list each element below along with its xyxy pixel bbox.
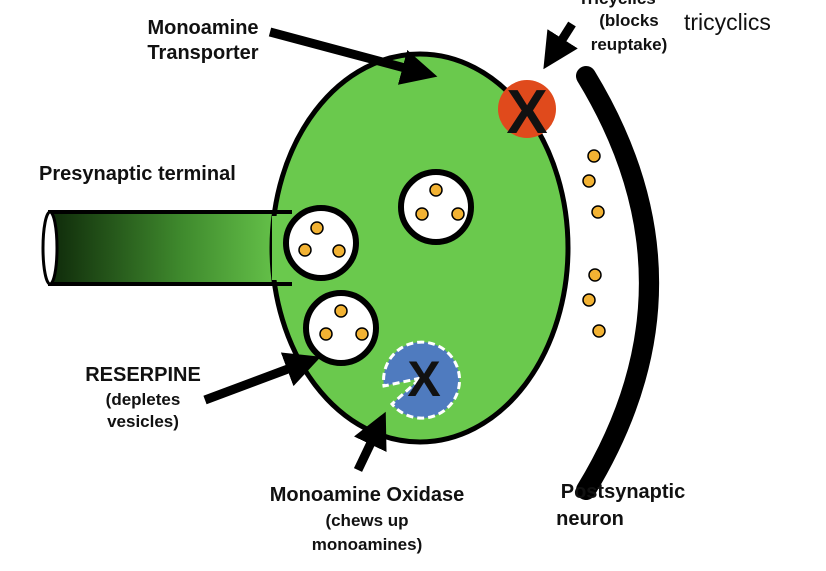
reserpine-arrow	[203, 352, 321, 405]
monoamine-dot	[591, 205, 605, 219]
monoamine-dot	[587, 149, 601, 163]
monoamine-dot	[582, 174, 596, 188]
monoamine-dot	[588, 268, 602, 282]
vesicle	[398, 169, 474, 245]
monoamine-dot	[451, 207, 465, 221]
monoamine-dot	[310, 221, 324, 235]
tricyclics-arrow	[543, 21, 578, 70]
vesicle	[283, 205, 359, 281]
transporter-arrow	[268, 27, 438, 85]
monoamine-dot	[429, 183, 443, 197]
mao-block-x: X	[407, 351, 440, 407]
monoamine-dot	[319, 327, 333, 341]
axon	[41, 210, 292, 286]
tricyclics-label-line3: reuptake)	[591, 35, 668, 54]
vesicle	[303, 290, 379, 366]
monoamine-dot	[415, 207, 429, 221]
mao-label-line1: Monoamine Oxidase	[270, 484, 465, 506]
transporter-label-line2: Transporter	[147, 42, 258, 64]
reserpine-label-line2: (depletes	[106, 390, 181, 409]
monoamine-transporter-block: X	[498, 78, 556, 147]
tricyclics-side-label: tricyclics	[684, 9, 771, 35]
mao-arrow	[353, 411, 387, 472]
presynaptic-label: Presynaptic terminal	[39, 163, 236, 185]
postsynaptic-membrane	[576, 66, 659, 500]
tricyclics-label-line2: (blocks	[599, 11, 659, 30]
transporter-block-x: X	[506, 78, 547, 147]
tricyclics-label-line1: Tricyclics	[578, 0, 656, 8]
postsynaptic-label-line1: Postsynaptic	[561, 481, 685, 503]
mao-label-line3: monoamines)	[312, 535, 423, 554]
transporter-label-line1: Monoamine	[147, 17, 258, 39]
monoamine-dot	[332, 244, 346, 258]
monoamine-dot	[582, 293, 596, 307]
monoamine-dot	[355, 327, 369, 341]
monoamine-dot	[298, 243, 312, 257]
monoamine-dot	[592, 324, 606, 338]
postsynaptic-label-line2: neuron	[556, 508, 624, 530]
reserpine-label-line1: RESERPINE	[85, 364, 201, 386]
monoamine-dot	[334, 304, 348, 318]
synaptic-cleft-monoamines	[582, 149, 606, 338]
mao-label-line2: (chews up	[325, 511, 408, 530]
monoamine-oxidase-enzyme: X	[382, 340, 461, 420]
reserpine-label-line3: vesicles)	[107, 412, 179, 431]
